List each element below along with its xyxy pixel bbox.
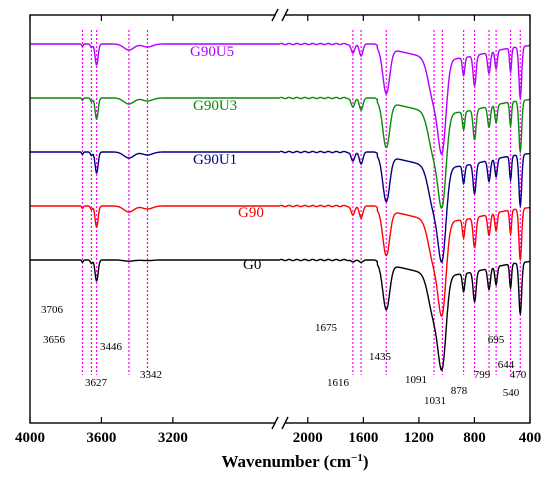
- x-tick-label: 1600: [348, 430, 378, 446]
- peak-label: 3627: [85, 377, 108, 389]
- series-labels: G90U5 G90U3 G90U1 G90 G0: [190, 44, 264, 273]
- x-axis-title-sup: −1: [351, 452, 363, 464]
- axis-break-mark: [271, 8, 279, 22]
- x-tick-label: 3200: [158, 430, 188, 446]
- series-line: [279, 204, 530, 317]
- peak-label: 470: [510, 369, 527, 381]
- axis-break-mark: [281, 8, 289, 22]
- peak-label: 799: [474, 369, 491, 381]
- series-label: G0: [243, 257, 261, 273]
- series-label: G90U3: [193, 98, 237, 114]
- x-axis-title-main: Wavenumber (cm: [222, 452, 352, 471]
- x-tick-label: 4000: [15, 430, 45, 446]
- peak-label: 1091: [405, 374, 427, 386]
- x-tick-label: 400: [519, 430, 542, 446]
- peak-label: 1435: [369, 351, 392, 363]
- series-line: [279, 258, 530, 371]
- x-tick-label: 3600: [86, 430, 116, 446]
- peak-label: 878: [451, 385, 468, 397]
- series-line: [30, 259, 280, 282]
- x-axis-title: Wavenumber (cm−1): [222, 452, 369, 471]
- reference-lines: [81, 30, 521, 375]
- peak-label: 644: [498, 359, 515, 371]
- peak-label: 3706: [41, 304, 64, 316]
- peak-label: 1616: [327, 377, 350, 389]
- peak-label: 3342: [140, 369, 162, 381]
- peak-label: 3446: [100, 341, 123, 353]
- peak-labels: 3706 3656 3627 3446 3342 1675 1616 1435 1091 1031…: [41, 304, 527, 407]
- x-tick-label: 1200: [404, 430, 434, 446]
- series-label: G90U1: [193, 152, 237, 168]
- x-tick-label: 2000: [293, 430, 323, 446]
- peak-label: 1675: [315, 322, 338, 334]
- axis-break-gap: [275, 12, 285, 18]
- peak-label: 695: [488, 334, 505, 346]
- peak-label: 540: [503, 387, 520, 399]
- series-line: [30, 151, 280, 174]
- axis-break-mark: [271, 416, 279, 430]
- axis-layer: [29, 14, 531, 424]
- series-label: G90: [238, 205, 264, 221]
- series-line: [279, 96, 530, 209]
- peak-label: 3656: [43, 334, 66, 346]
- series-line: [30, 205, 280, 228]
- plot-frame: [29, 14, 531, 424]
- series-line: [279, 150, 530, 263]
- axis-break: [271, 8, 289, 430]
- series-layer: [30, 42, 530, 371]
- axis-break-mark: [281, 416, 289, 430]
- x-tick-label: 800: [463, 430, 486, 446]
- series-label: G90U5: [190, 44, 234, 60]
- series-line: [279, 42, 530, 155]
- axis-break-gap: [275, 420, 285, 426]
- x-ticks: 4000 3600 3200 2000 1600 1200 800 400: [15, 15, 541, 446]
- series-line: [30, 43, 280, 66]
- x-axis-title-close: ): [363, 452, 369, 471]
- peak-label: 1031: [424, 395, 446, 407]
- series-line: [30, 97, 280, 120]
